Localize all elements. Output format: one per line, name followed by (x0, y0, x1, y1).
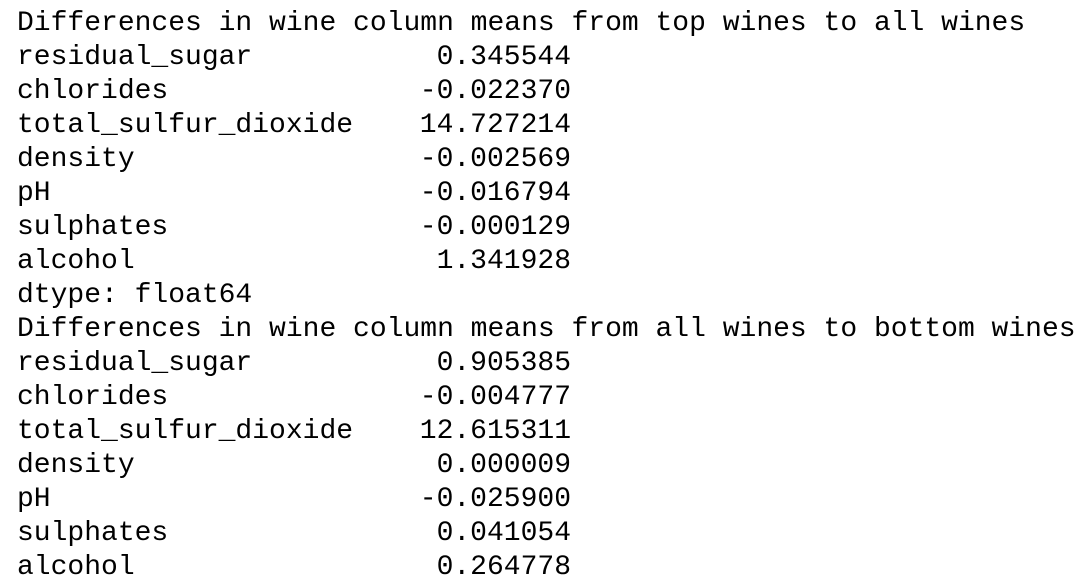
row-value: 0.264778 (436, 552, 571, 583)
row-name: alcohol (17, 552, 135, 583)
row-value: 0.905385 (436, 348, 571, 379)
row-name: alcohol (17, 246, 135, 277)
row-name: residual_sugar (17, 42, 253, 73)
row-value: -0.002569 (419, 144, 571, 175)
row: density 0.000009 (17, 449, 1078, 483)
row-value: 0.345544 (436, 42, 571, 73)
row-value: -0.016794 (419, 178, 571, 209)
row: density -0.002569 (17, 143, 1078, 177)
row-value: -0.025900 (419, 484, 571, 515)
row: sulphates -0.000129 (17, 211, 1078, 245)
row-name: sulphates (17, 518, 169, 549)
row-name: sulphates (17, 212, 169, 243)
row-value: -0.004777 (419, 382, 571, 413)
row: residual_sugar 0.905385 (17, 347, 1078, 381)
row-name: total_sulfur_dioxide (17, 110, 354, 141)
block-title: Differences in wine column means from al… (17, 314, 1076, 345)
row: chlorides -0.004777 (17, 381, 1078, 415)
row-value: 12.615311 (419, 416, 571, 447)
row-name: density (17, 144, 135, 175)
row: pH -0.025900 (17, 483, 1078, 517)
row-value: 0.041054 (436, 518, 571, 549)
row: alcohol 0.264778 (17, 551, 1078, 585)
row: total_sulfur_dioxide 12.615311 (17, 415, 1078, 449)
block-title: Differences in wine column means from to… (17, 8, 1026, 39)
row-name: density (17, 450, 135, 481)
row-name: total_sulfur_dioxide (17, 416, 354, 447)
row-value: 1.341928 (436, 246, 571, 277)
row-name: residual_sugar (17, 348, 253, 379)
row: pH -0.016794 (17, 177, 1078, 211)
row-name: pH (17, 484, 51, 515)
row: residual_sugar 0.345544 (17, 41, 1078, 75)
row: alcohol 1.341928 (17, 245, 1078, 279)
row-value: -0.022370 (419, 76, 571, 107)
row-name: chlorides (17, 76, 169, 107)
row-value: 0.000009 (436, 450, 571, 481)
row-value: 14.727214 (419, 110, 571, 141)
row: total_sulfur_dioxide 14.727214 (17, 109, 1078, 143)
dtype-line: dtype: float64 (17, 280, 253, 311)
row: chlorides -0.022370 (17, 75, 1078, 109)
row-value: -0.000129 (419, 212, 571, 243)
row-name: chlorides (17, 382, 169, 413)
row: sulphates 0.041054 (17, 517, 1078, 551)
row-name: pH (17, 178, 51, 209)
